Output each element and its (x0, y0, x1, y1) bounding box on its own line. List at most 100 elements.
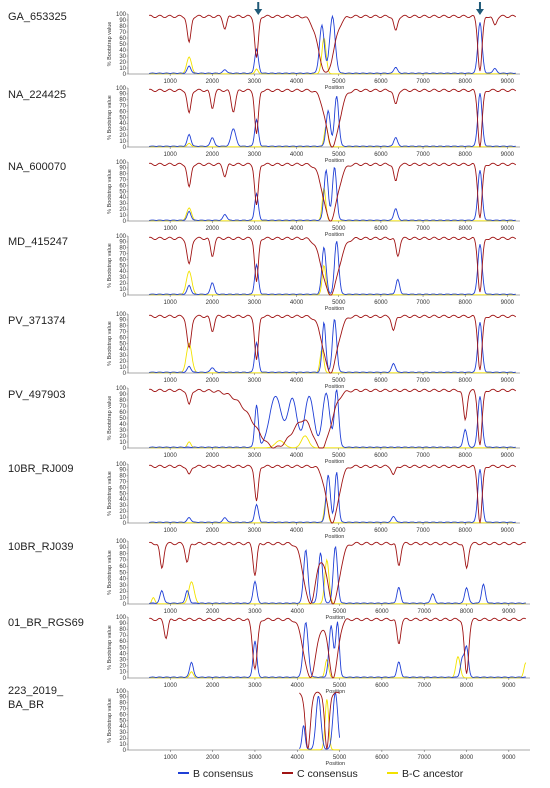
x-tick-label: 4000 (291, 609, 305, 615)
x-tick-label: 2000 (206, 683, 220, 689)
x-tick-label: 5000 (332, 152, 346, 158)
x-tick-label: 9000 (501, 300, 515, 306)
series-bc-ancestor-line (149, 125, 516, 148)
series-bc-ancestor-line (299, 699, 340, 751)
x-tick-label: 1000 (163, 300, 177, 306)
y-tick-label: 40 (119, 269, 126, 275)
x-tick-label: 1000 (164, 609, 178, 615)
y-tick-label: 80 (119, 701, 126, 707)
x-tick-label: 9000 (502, 609, 516, 615)
series-c-consensus-line (148, 14, 517, 73)
y-tick-label: 70 (119, 252, 126, 258)
y-tick-label: 20 (119, 60, 126, 66)
y-tick-label: 10 (119, 440, 126, 446)
x-tick-label: 5000 (332, 79, 346, 85)
x-tick-label: 6000 (374, 453, 388, 459)
sample-label: PV_371374 (8, 315, 66, 327)
y-tick-label: 80 (119, 172, 126, 178)
y-tick-label: 30 (119, 428, 126, 434)
y-tick-label: 20 (119, 281, 126, 287)
y-tick-label: 20 (119, 434, 126, 440)
y-tick-label: 90 (119, 545, 126, 551)
y-tick-label: 90 (119, 166, 126, 172)
x-tick-label: 7000 (416, 300, 430, 306)
x-tick-label: 7000 (418, 609, 432, 615)
x-tick-label: 8000 (459, 453, 473, 459)
y-axis-label: % Bootstrap value (107, 243, 113, 288)
sample-label: 10BR_RJ009 (8, 463, 73, 475)
y-tick-label: 50 (119, 115, 126, 121)
breakpoint-arrow-icon (254, 9, 263, 15)
y-tick-label: 100 (116, 615, 127, 621)
y-tick-label: 100 (116, 462, 127, 468)
y-tick-label: 10 (119, 515, 126, 521)
x-tick-label: 5000 (332, 453, 346, 459)
y-tick-label: 70 (119, 480, 126, 486)
y-tick-label: 0 (123, 293, 127, 299)
x-tick-label: 7000 (416, 226, 430, 232)
y-tick-label: 10 (119, 66, 126, 72)
series-b-consensus-line (148, 14, 516, 74)
x-tick-label: 3000 (248, 683, 262, 689)
x-tick-label: 3000 (248, 609, 262, 615)
sample-label: MD_415247 (8, 236, 68, 248)
series-c-consensus-line (148, 236, 517, 296)
y-axis-label: % Bootstrap value (107, 625, 113, 670)
sample-label: PV_497903 (8, 389, 66, 401)
x-tick-label: 2000 (206, 300, 220, 306)
x-axis-label: Position (325, 158, 345, 164)
x-tick-label: 4000 (290, 378, 304, 384)
x-tick-label: 7000 (416, 152, 430, 158)
x-axis-label: Position (326, 761, 346, 767)
y-tick-label: 80 (119, 24, 126, 30)
y-tick-label: 30 (119, 583, 126, 589)
y-tick-label: 90 (119, 92, 126, 98)
x-tick-label: 2000 (206, 453, 220, 459)
y-tick-label: 10 (119, 213, 126, 219)
y-tick-label: 90 (119, 318, 126, 324)
y-axis-label: % Bootstrap value (107, 169, 113, 214)
y-tick-label: 30 (119, 201, 126, 207)
x-tick-label: 7000 (416, 453, 430, 459)
series-bc-ancestor-line (149, 264, 516, 296)
x-tick-label: 2000 (206, 378, 220, 384)
y-tick-label: 70 (119, 104, 126, 110)
y-tick-label: 70 (119, 178, 126, 184)
x-tick-label: 3000 (248, 152, 262, 158)
y-tick-label: 10 (119, 596, 126, 602)
x-tick-label: 4000 (290, 226, 304, 232)
y-tick-label: 30 (119, 275, 126, 281)
y-tick-label: 40 (119, 724, 126, 730)
y-tick-label: 20 (119, 589, 126, 595)
y-tick-label: 20 (119, 736, 126, 742)
y-tick-label: 100 (116, 539, 127, 545)
y-tick-label: 70 (119, 707, 126, 713)
series-b-consensus-line (148, 166, 516, 221)
x-tick-label: 7000 (416, 378, 430, 384)
y-tick-label: 80 (119, 324, 126, 330)
x-tick-label: 5000 (332, 300, 346, 306)
y-tick-label: 50 (119, 491, 126, 497)
x-tick-label: 1000 (163, 453, 177, 459)
x-tick-label: 6000 (374, 378, 388, 384)
x-tick-label: 8000 (459, 79, 473, 85)
y-tick-label: 50 (119, 341, 126, 347)
y-tick-label: 60 (119, 109, 126, 115)
x-tick-label: 1000 (164, 755, 178, 761)
y-tick-label: 70 (119, 558, 126, 564)
x-tick-label: 3000 (248, 226, 262, 232)
series-bc-ancestor-line (149, 187, 516, 222)
y-tick-label: 40 (119, 422, 126, 428)
y-tick-label: 50 (119, 189, 126, 195)
y-tick-label: 40 (119, 195, 126, 201)
sample-label: NA_600070 (8, 161, 66, 173)
y-tick-label: 70 (119, 330, 126, 336)
y-tick-label: 100 (116, 234, 127, 240)
x-axis-label: Position (325, 459, 345, 465)
x-tick-label: 4000 (290, 152, 304, 158)
y-tick-label: 100 (116, 12, 127, 18)
